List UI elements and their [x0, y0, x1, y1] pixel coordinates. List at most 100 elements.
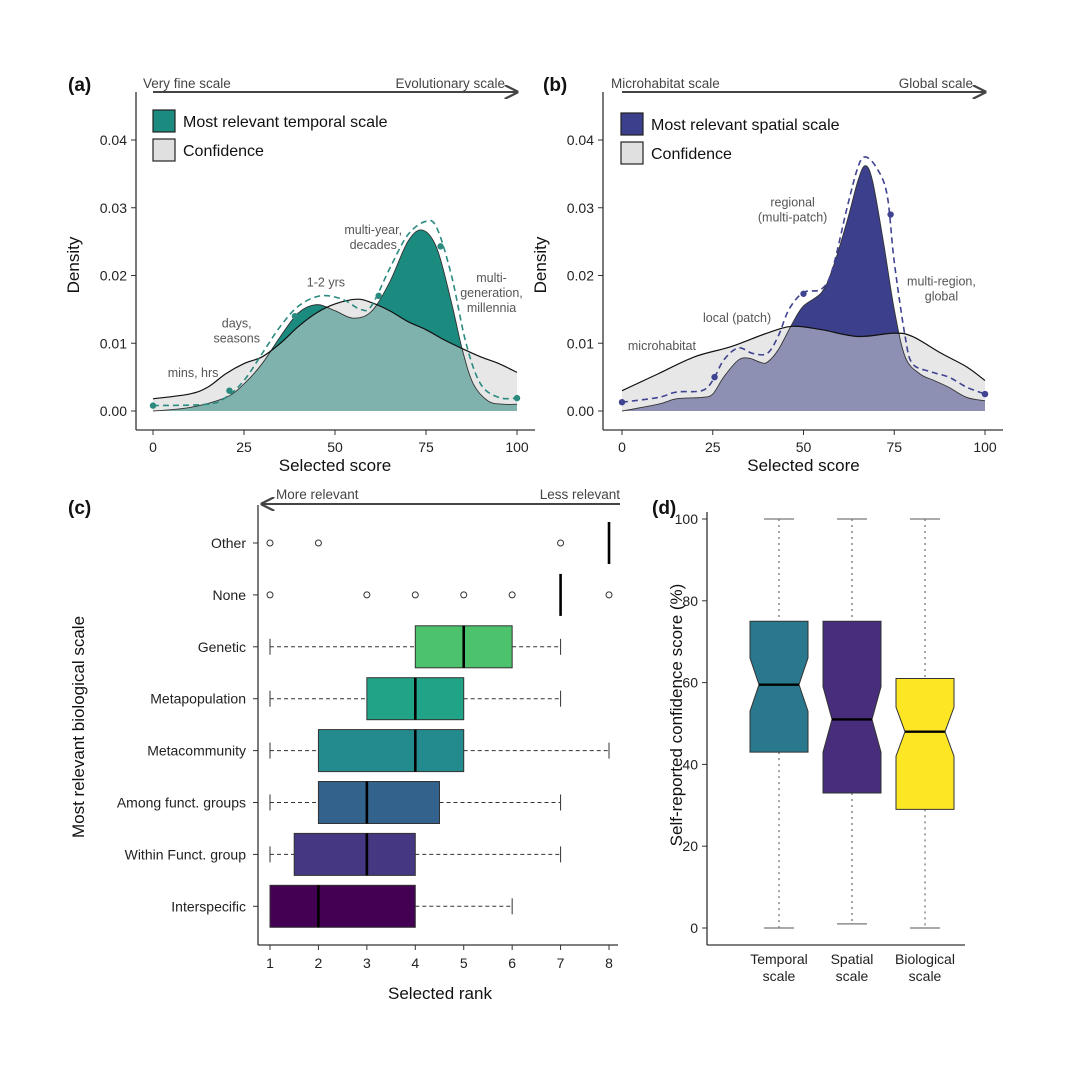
outlier-point: [266, 591, 274, 599]
category-label: scale: [909, 968, 942, 984]
category-label: Metacommunity: [147, 743, 246, 759]
y-tick-label: 0.02: [567, 268, 594, 284]
notched-box: [749, 620, 809, 753]
dashed-density-curve: [152, 219, 518, 407]
main-density-line: [152, 229, 518, 412]
outlier-point: [508, 591, 516, 599]
data-point: [711, 373, 718, 381]
annotation: global: [925, 290, 958, 304]
x-axis-title: Selected rank: [388, 984, 492, 1003]
x-tick-label: 7: [557, 955, 565, 971]
x-axis-title: Selected score: [279, 456, 391, 475]
data-point: [149, 402, 157, 409]
legend-swatch: [152, 109, 176, 133]
x-tick-label: 6: [508, 955, 516, 971]
category-label: Among funct. groups: [117, 795, 246, 811]
outlier-point: [557, 539, 565, 547]
y-tick-label: 0.04: [100, 132, 127, 148]
annotation: millennia: [467, 301, 516, 315]
confidence-density-line: [621, 325, 986, 392]
y-tick-label: 20: [682, 838, 698, 854]
x-tick-label: 3: [363, 955, 371, 971]
annotation: regional: [770, 195, 814, 209]
confidence-density-area: [153, 299, 517, 411]
annotation: local (patch): [703, 311, 771, 325]
y-tick-label: 40: [682, 756, 698, 772]
y-axis-title: Density: [531, 236, 550, 293]
arrow-left-label: More relevant: [276, 487, 359, 502]
legend-swatch: [620, 112, 644, 136]
annotation: seasons: [213, 332, 260, 346]
x-tick-label: 2: [315, 955, 323, 971]
y-tick-label: 0.02: [100, 268, 127, 284]
data-point: [981, 390, 989, 398]
outlier-point: [266, 539, 274, 547]
legend-label: Confidence: [183, 143, 264, 160]
y-tick-label: 0.03: [567, 200, 594, 216]
annotation: days,: [222, 317, 252, 331]
annotation: (multi-patch): [758, 210, 827, 224]
y-axis-title: Most relevant biological scale: [69, 616, 88, 838]
y-tick-label: 80: [682, 593, 698, 609]
data-point: [291, 312, 299, 320]
x-axis-title: Selected score: [747, 456, 859, 475]
category-label: Genetic: [198, 639, 246, 655]
legend-label: Confidence: [651, 146, 732, 163]
main-density-line: [621, 165, 986, 412]
category-label: Spatial: [831, 951, 874, 967]
x-tick-label: 5: [460, 955, 468, 971]
category-label: scale: [763, 968, 796, 984]
panel-label: (b): [543, 75, 567, 96]
category-label: Biological: [895, 951, 955, 967]
panel-label: (d): [652, 498, 676, 519]
annotation: multi-region,: [907, 275, 976, 289]
box: [317, 729, 465, 773]
dashed-density-curve: [621, 156, 986, 403]
category-label: None: [213, 587, 247, 603]
panel-a: 0 25 50 75 100 0.00 0.01 0.02 0.03 0.04 Selected s…: [64, 75, 535, 475]
annotation: 1-2 yrs: [307, 275, 345, 289]
data-point: [375, 292, 382, 300]
y-tick-label: 0.01: [100, 335, 127, 351]
legend-label: Most relevant temporal scale: [183, 114, 388, 131]
annotation: multi-: [476, 271, 507, 285]
category-label: scale: [836, 968, 869, 984]
data-point: [800, 290, 807, 297]
scale-arrow-left-label: Microhabitat scale: [611, 76, 720, 91]
data-point: [618, 398, 626, 406]
category-label: Interspecific: [171, 898, 246, 914]
arrow-right-label: Less relevant: [540, 487, 621, 502]
y-tick-label: 0: [690, 920, 698, 936]
outlier-point: [314, 539, 322, 547]
y-tick-label: 0.01: [567, 335, 594, 351]
annotation: mins, hrs: [168, 366, 219, 380]
annotation: generation,: [460, 286, 523, 300]
x-tick-label: 25: [705, 439, 721, 455]
y-tick-label: 0.04: [567, 132, 594, 148]
category-label: Temporal: [750, 951, 808, 967]
outlier-point: [605, 591, 613, 599]
notched-box: [822, 620, 882, 794]
x-tick-label: 0: [149, 439, 157, 455]
y-tick-label: 60: [682, 675, 698, 691]
panel-label: (a): [68, 75, 91, 96]
x-tick-label: 0: [618, 439, 626, 455]
data-point: [513, 394, 521, 402]
y-tick-label: 0.00: [100, 403, 127, 419]
scale-arrow-left-label: Very fine scale: [143, 76, 231, 91]
outlier-point: [411, 591, 419, 599]
outlier-point: [363, 591, 371, 599]
box: [317, 781, 441, 824]
x-tick-label: 50: [796, 439, 812, 455]
panel-c: 1 2 3 4 5 6 7 8 Other None Genetic Metapopulation Me…: [68, 487, 620, 1003]
legend-swatch: [620, 141, 644, 165]
category-label: Within Funct. group: [125, 846, 247, 862]
data-point: [437, 243, 444, 250]
data-point: [887, 211, 894, 218]
data-point: [226, 387, 233, 394]
confidence-density-area: [622, 326, 985, 411]
x-tick-label: 100: [973, 439, 997, 455]
legend-label: Most relevant spatial scale: [651, 117, 840, 134]
panel-d: 020406080100TemporalscaleSpatialscaleBio…: [652, 498, 965, 984]
